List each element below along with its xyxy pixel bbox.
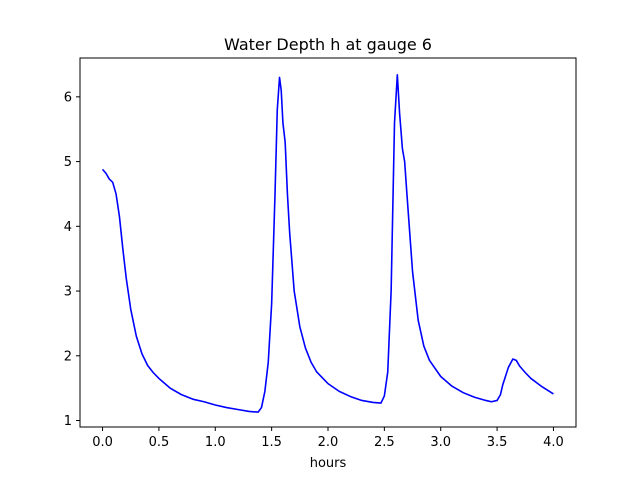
x-axis-label: hours: [310, 456, 347, 471]
x-tick-label: 3.5: [487, 435, 508, 450]
x-tick-label: 2.5: [374, 435, 395, 450]
series-line-0: [101, 74, 554, 413]
x-tick-label: 1.5: [261, 435, 282, 450]
plot-area: [101, 74, 554, 413]
y-tick-label: 3: [64, 285, 72, 300]
y-tick-label: 5: [64, 155, 72, 170]
x-tick-label: 2.0: [318, 435, 339, 450]
x-tick-label: 4.0: [543, 435, 564, 450]
y-axis: 1 2 3 4 5 6: [64, 90, 80, 429]
x-axis: 0.0 0.5 1.0 1.5 2.0 2.5 3.0 3.5 4.0: [92, 427, 564, 450]
y-tick-label: 2: [64, 349, 72, 364]
x-tick-label: 0.0: [92, 435, 113, 450]
x-tick-label: 1.0: [205, 435, 226, 450]
plot-frame: [79, 57, 577, 428]
y-tick-label: 1: [64, 414, 72, 429]
y-tick-label: 4: [64, 220, 72, 235]
y-tick-label: 6: [64, 90, 72, 105]
x-tick-label: 3.0: [430, 435, 451, 450]
chart-title: Water Depth h at gauge 6: [224, 35, 432, 54]
x-tick-label: 0.5: [149, 435, 170, 450]
